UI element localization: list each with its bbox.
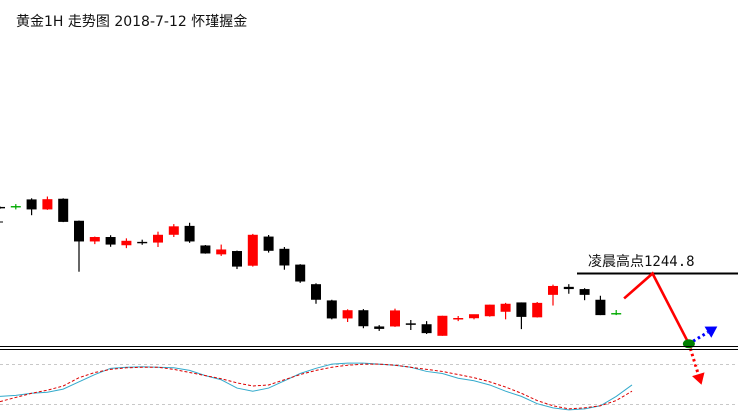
oscillator-panel: [0, 362, 738, 411]
candle: [42, 196, 53, 210]
candle-body: [579, 289, 590, 295]
candle: [89, 236, 100, 245]
candle-body: [200, 245, 211, 254]
oscillator-line-dashed: [0, 363, 633, 410]
candle-body: [469, 314, 479, 319]
candle-body: [326, 300, 337, 319]
candle: [10, 204, 21, 210]
candle: [421, 321, 432, 335]
candle-body: [421, 324, 432, 334]
down-target-arrow: [688, 348, 705, 385]
candle: [563, 284, 574, 294]
candle: [611, 309, 622, 316]
candle: [263, 235, 274, 253]
candle: [0, 206, 5, 209]
candle: [311, 283, 321, 304]
candle: [595, 295, 606, 316]
candle: [247, 233, 258, 267]
candle-body: [184, 225, 195, 242]
candle-body: [358, 310, 369, 327]
candle: [405, 320, 416, 331]
candle-body: [484, 304, 495, 317]
candle: [390, 308, 400, 327]
candle: [516, 302, 527, 330]
candle: [295, 264, 306, 283]
candle-body: [595, 299, 606, 316]
up-target-arrow: [692, 326, 718, 343]
candle: [168, 224, 179, 238]
candle-body: [532, 302, 543, 318]
forecast-projection: [623, 271, 718, 385]
candle-body: [437, 315, 448, 336]
candle-body: [74, 220, 84, 242]
candle-body: [216, 249, 227, 255]
candle-body: [263, 236, 274, 251]
candle-body: [279, 248, 290, 266]
candle: [500, 302, 511, 320]
candle: [137, 239, 148, 245]
candle: [342, 309, 353, 323]
candle: [437, 315, 448, 336]
candle-body: [232, 251, 242, 267]
candle-body: [247, 234, 258, 266]
candle: [484, 304, 495, 317]
candle-body: [390, 310, 400, 327]
candle: [216, 244, 227, 256]
candle: [200, 245, 211, 254]
candle: [232, 250, 242, 270]
high-point-annotation: 凌晨高点1244.8: [588, 253, 695, 270]
candle-body: [453, 318, 464, 320]
candle-body: [121, 240, 132, 246]
candle-body: [405, 323, 416, 325]
panel-separator: [0, 346, 738, 350]
forecast-path: [623, 271, 691, 345]
candle: [279, 247, 290, 270]
candle: [469, 314, 479, 320]
candle-body: [374, 326, 385, 329]
candle: [326, 299, 337, 320]
candle: [548, 284, 558, 306]
candle: [184, 222, 195, 243]
candle-body: [295, 264, 306, 282]
candle-body: [89, 237, 100, 242]
candle: [453, 315, 464, 322]
candle: [153, 231, 163, 248]
candle-body: [342, 310, 353, 319]
candle-body: [563, 286, 574, 290]
candle: [532, 301, 543, 318]
candle-body: [311, 284, 321, 300]
candle-body: [153, 234, 163, 243]
candle-body: [516, 302, 527, 317]
candle: [358, 309, 369, 329]
candle: [121, 238, 132, 249]
candle-body: [58, 198, 69, 222]
candle: [105, 235, 116, 247]
candle: [58, 198, 69, 223]
candle: [74, 220, 84, 272]
candlestick-series: [0, 196, 622, 336]
candle-body: [548, 285, 558, 295]
candle-body: [26, 199, 37, 210]
candle-body: [168, 226, 179, 235]
candle: [26, 198, 37, 216]
candle-body: [42, 199, 53, 210]
candle-body: [500, 303, 511, 312]
candle: [374, 325, 385, 331]
chart-title: 黄金1H 走势图 2018-7-12 怀瑾握金: [16, 14, 248, 30]
candle-body: [105, 237, 116, 245]
candle: [579, 288, 590, 301]
